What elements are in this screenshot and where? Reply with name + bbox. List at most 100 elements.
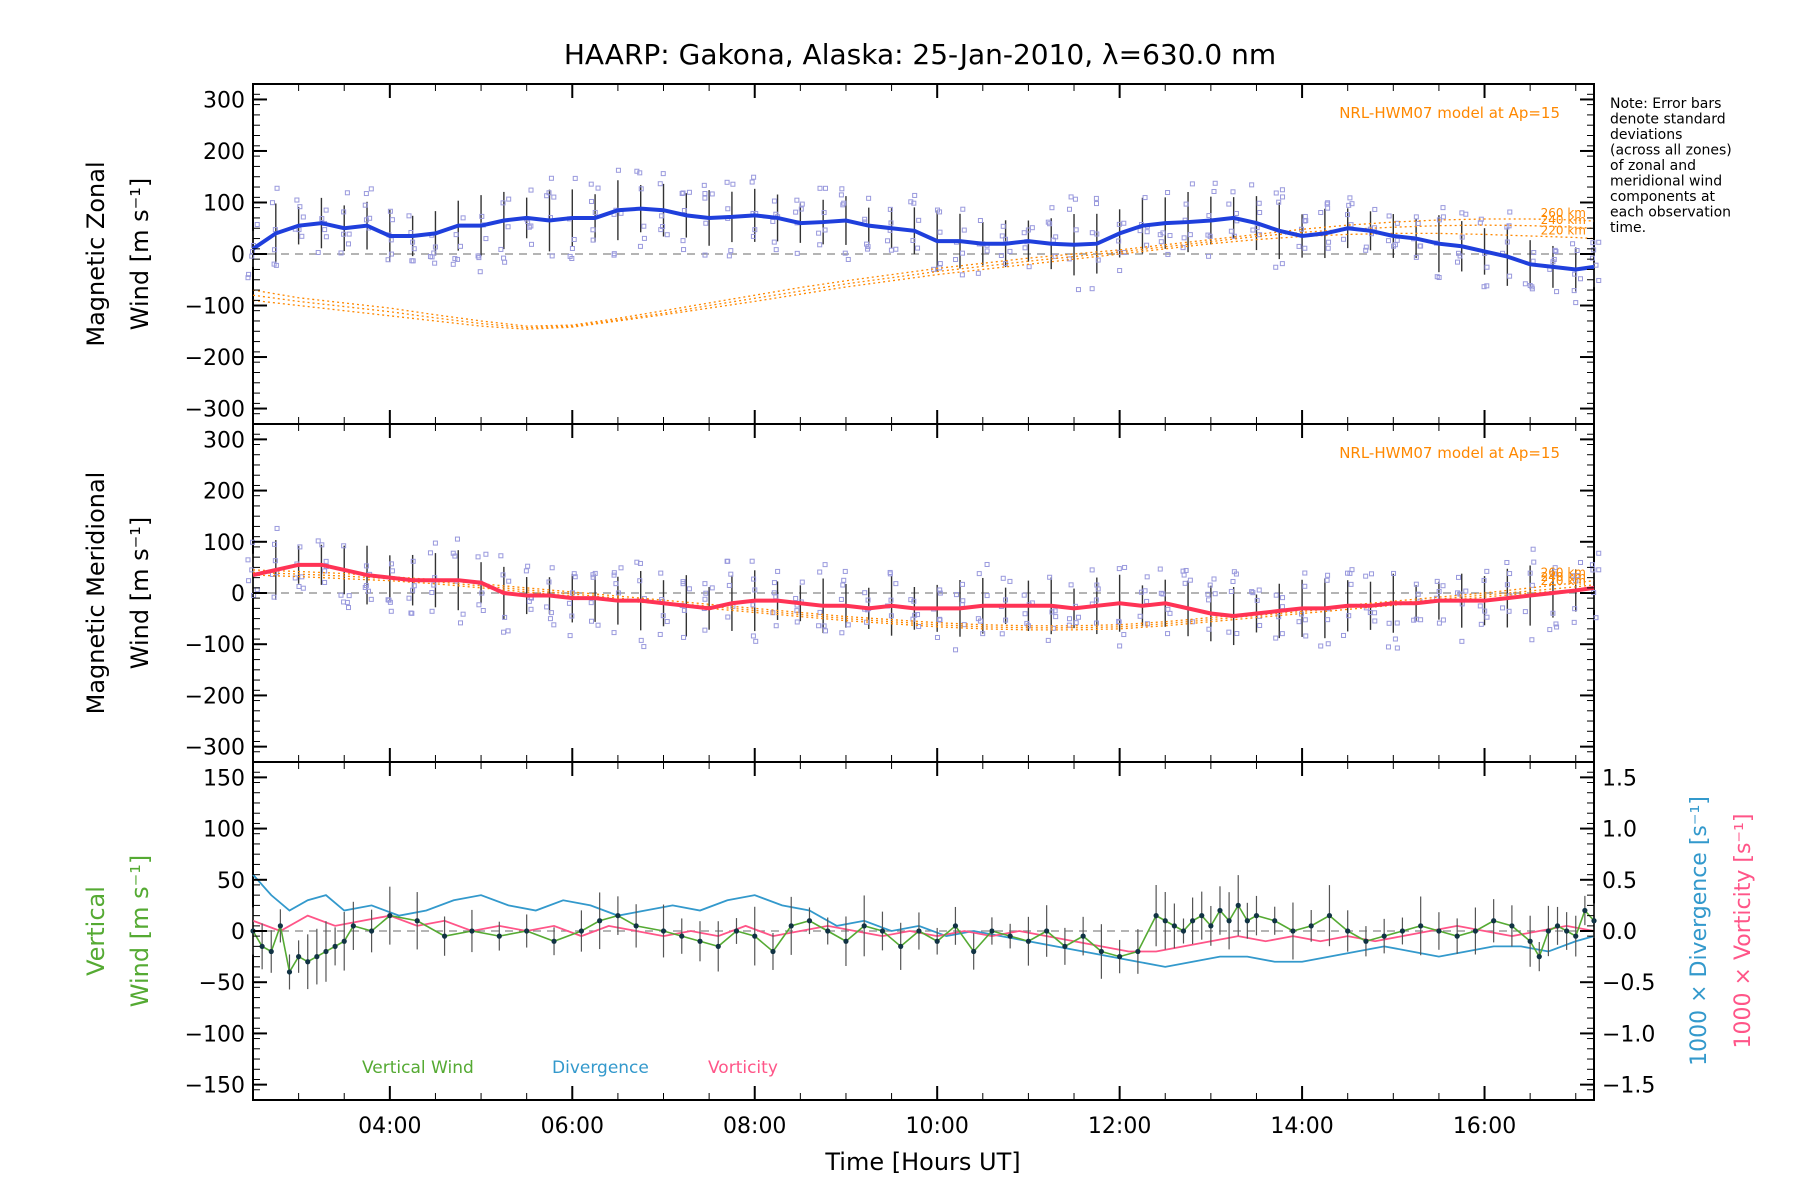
vertical-wind-point	[733, 928, 740, 934]
meridional-zone-sample	[406, 595, 412, 601]
zonal-zone-sample	[1596, 277, 1602, 283]
meridional-model-curve	[252, 571, 1595, 629]
zonal-zone-sample	[794, 197, 800, 203]
zonal-zone-sample	[1053, 234, 1059, 240]
zonal-zone-sample	[526, 224, 532, 230]
zonal-zone-sample	[1073, 227, 1079, 233]
zonal-zone-sample	[1418, 243, 1424, 249]
zonal-zone-sample	[475, 253, 481, 259]
meridional-zone-sample	[1142, 588, 1148, 594]
vertical-wind-point	[615, 913, 621, 919]
zonal-zone-sample	[821, 210, 827, 216]
meridional-zone-sample	[1144, 598, 1150, 604]
vertical-yticklabel: 0	[231, 920, 245, 945]
meridional-zone-sample	[1183, 567, 1189, 573]
vertical-wind-point	[1272, 918, 1278, 924]
zonal-zone-sample	[681, 247, 687, 253]
zonal-zone-sample	[1481, 284, 1487, 290]
meridional-zone-sample	[292, 575, 298, 581]
vertical-wind-point	[1190, 918, 1196, 924]
zonal-zone-sample	[1440, 214, 1446, 220]
zonal-zone-sample	[615, 167, 621, 173]
zonal-zone-sample	[1434, 274, 1440, 280]
zonal-zone-sample	[701, 182, 707, 188]
meridional-zone-sample	[319, 542, 325, 548]
vertical-wind-point	[1226, 918, 1232, 924]
vertical-wind-point	[916, 928, 922, 934]
meridional-zone-sample	[506, 578, 512, 584]
zonal-zone-sample	[410, 239, 416, 245]
zonal-model-altitude-label: 220 km	[1541, 224, 1586, 238]
zonal-zone-sample	[1249, 182, 1255, 188]
zonal-zone-sample	[569, 245, 575, 251]
zonal-zone-sample	[1026, 264, 1032, 270]
meridional-zone-sample	[1484, 614, 1490, 620]
zonal-yticklabel: −100	[185, 295, 245, 320]
meridional-zone-sample	[475, 554, 481, 560]
meridional-zone-sample	[501, 629, 507, 635]
vertical-wind-point	[1381, 933, 1387, 939]
zonal-yticklabel: 200	[203, 140, 245, 165]
zonal-zone-sample	[686, 189, 692, 195]
x-ticklabel: 12:00	[1088, 1114, 1151, 1139]
vertical-plot-layer	[250, 874, 1597, 990]
meridional-zone-sample	[1394, 620, 1400, 626]
meridional-zone-sample	[1296, 619, 1302, 625]
y2-ticklabel: 0.5	[1602, 869, 1637, 894]
zonal-zone-sample	[1345, 212, 1351, 218]
vertical-wind-point	[1025, 938, 1032, 944]
meridional-zone-sample	[842, 568, 848, 574]
meridional-zone-sample	[1226, 629, 1232, 635]
zonal-ylabel-line1: Magnetic Zonal	[82, 161, 110, 346]
meridional-zone-sample	[999, 631, 1005, 637]
meridional-zone-sample	[1415, 591, 1421, 597]
meridional-zone-sample	[271, 594, 277, 600]
zonal-zone-sample	[429, 254, 435, 260]
meridional-zone-sample	[1570, 573, 1576, 579]
zonal-zone-sample	[659, 213, 665, 219]
meridional-zone-sample	[618, 565, 624, 571]
meridional-zone-sample	[887, 569, 893, 575]
meridional-zone-sample	[664, 619, 670, 625]
meridional-zone-sample	[915, 612, 921, 618]
note-line: meridional wind	[1610, 174, 1722, 190]
meridional-zone-sample	[1348, 581, 1354, 587]
meridional-zone-sample	[1346, 613, 1352, 619]
meridional-zone-sample	[341, 599, 347, 605]
zonal-zone-sample	[799, 201, 805, 207]
zonal-zone-sample	[1577, 276, 1583, 282]
zonal-zone-sample	[749, 179, 755, 185]
meridional-ylabel-line1: Magnetic Meridional	[82, 472, 110, 715]
meridional-zone-sample	[1165, 606, 1171, 612]
zonal-zone-sample	[1212, 180, 1218, 186]
meridional-zone-sample	[937, 587, 943, 593]
zonal-zone-sample	[498, 246, 504, 252]
zonal-zone-sample	[1045, 219, 1051, 225]
meridional-zone-sample	[1211, 576, 1217, 582]
zonal-zone-sample	[961, 227, 967, 233]
zonal-zone-sample	[294, 197, 300, 203]
meridional-zone-sample	[775, 568, 781, 574]
zonal-zone-sample	[1346, 202, 1352, 208]
zonal-zone-sample	[611, 252, 617, 258]
meridional-zone-sample	[953, 592, 959, 598]
zonal-zone-sample	[960, 206, 966, 212]
zonal-zone-sample	[1302, 213, 1308, 219]
meridional-zone-sample	[500, 572, 506, 578]
vertical-wind-point	[1345, 928, 1351, 934]
meridional-zone-sample	[1207, 582, 1213, 588]
vertical-wind-point	[697, 938, 703, 944]
note-line: denote standard	[1610, 112, 1726, 128]
meridional-zone-sample	[1325, 572, 1331, 578]
meridional-zone-sample	[1500, 605, 1506, 611]
meridional-zone-sample	[1073, 620, 1079, 626]
meridional-zone-sample	[960, 581, 966, 587]
zonal-zone-sample	[271, 261, 277, 267]
zonal-zone-sample	[1000, 223, 1006, 229]
vertical-wind-point	[806, 918, 813, 924]
meridional-zone-sample	[1522, 609, 1528, 615]
meridional-zone-sample	[429, 608, 435, 614]
zonal-zone-sample	[1029, 225, 1035, 231]
vertical-wind-point	[1591, 918, 1597, 924]
meridional-zone-sample	[452, 553, 458, 559]
